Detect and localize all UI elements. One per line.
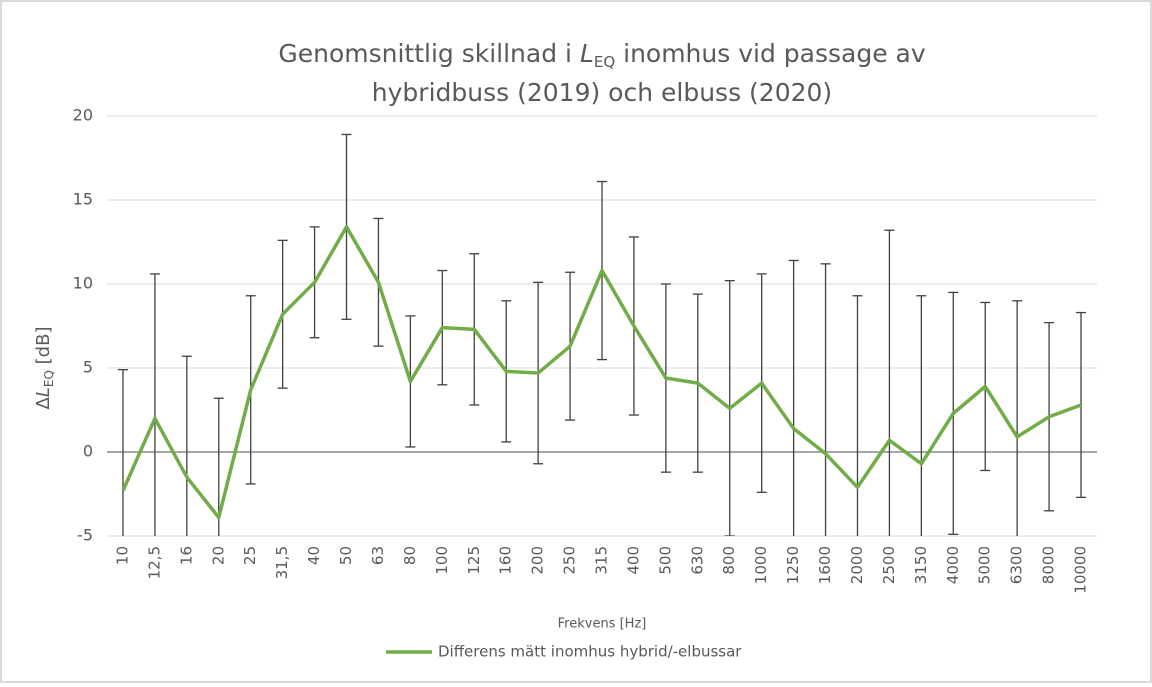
x-tick-label: 800 bbox=[720, 546, 738, 575]
x-tick-label: 10 bbox=[113, 546, 131, 565]
x-axis-title: Frekvens [Hz] bbox=[558, 617, 647, 632]
x-tick-label: 2000 bbox=[848, 546, 866, 584]
x-tick-label: 315 bbox=[593, 546, 611, 575]
y-tick-label: 5 bbox=[83, 358, 93, 377]
x-tick-label: 3150 bbox=[912, 546, 930, 584]
y-tick-label: -5 bbox=[77, 526, 93, 545]
y-axis-title: ΔLEQ [dB] bbox=[33, 327, 56, 410]
x-tick-label: 1600 bbox=[816, 546, 834, 584]
x-tick-label: 5000 bbox=[976, 546, 994, 584]
x-tick-label: 80 bbox=[401, 546, 419, 565]
x-tick-label: 8000 bbox=[1040, 546, 1058, 584]
x-tick-label: 63 bbox=[369, 546, 387, 565]
x-tick-label: 12,5 bbox=[145, 546, 163, 579]
y-tick-label: 0 bbox=[83, 442, 93, 461]
x-tick-label: 50 bbox=[337, 546, 355, 565]
chart-title: Genomsnittlig skillnad i LEQ inomhus vid… bbox=[278, 39, 926, 71]
data-line bbox=[121, 225, 1082, 520]
x-tick-label: 160 bbox=[497, 546, 515, 575]
y-tick-label: 20 bbox=[73, 106, 93, 125]
x-tick-label: 40 bbox=[305, 546, 323, 565]
x-tick-label: 2500 bbox=[880, 546, 898, 584]
x-tick-label: 10000 bbox=[1072, 546, 1090, 594]
plot-clip bbox=[117, 133, 1087, 536]
x-tick-label: 1000 bbox=[752, 546, 770, 584]
x-tick-label: 100 bbox=[433, 546, 451, 575]
x-tick-label: 4000 bbox=[944, 546, 962, 584]
x-tick-label: 25 bbox=[241, 546, 259, 565]
x-tick-label: 200 bbox=[529, 546, 547, 575]
x-tick-label: 16 bbox=[177, 546, 195, 565]
legend-label: Differens mätt inomhus hybrid/-elbussar bbox=[438, 643, 742, 661]
y-tick-label: 10 bbox=[73, 274, 93, 293]
x-tick-label: 1250 bbox=[784, 546, 802, 584]
x-tick-label: 6300 bbox=[1008, 546, 1026, 584]
x-tick-label: 125 bbox=[465, 546, 483, 575]
chart-title: hybridbuss (2019) och elbuss (2020) bbox=[372, 78, 832, 107]
x-tick-label: 630 bbox=[688, 546, 706, 575]
x-tick-label: 20 bbox=[209, 546, 227, 565]
x-tick-label: 500 bbox=[656, 546, 674, 575]
x-tick-label: 250 bbox=[561, 546, 579, 575]
x-tick-label: 31,5 bbox=[273, 546, 291, 579]
x-tick-label: 400 bbox=[624, 546, 642, 575]
y-tick-label: 15 bbox=[73, 190, 93, 209]
